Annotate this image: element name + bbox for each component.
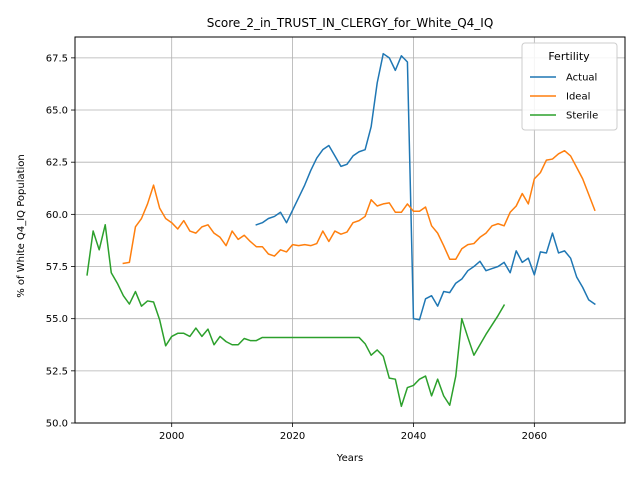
y-tick-label: 60.0 xyxy=(46,210,68,221)
plot-area xyxy=(74,36,626,424)
series-line-sterile xyxy=(86,224,506,408)
y-tick-label: 52.5 xyxy=(46,366,68,377)
legend-label-ideal: Ideal xyxy=(566,92,590,103)
legend-label-sterile: Sterile xyxy=(566,111,598,122)
y-tick-label: 62.5 xyxy=(46,158,68,169)
y-tick-label: 57.5 xyxy=(46,262,68,273)
y-tick-label: 50.0 xyxy=(46,419,68,430)
legend-title: Fertility xyxy=(548,50,590,63)
y-axis-title: % of White Q4_IQ Population xyxy=(16,154,27,298)
series-layer xyxy=(86,52,596,408)
legend: Fertility Actual Ideal Sterile xyxy=(521,42,618,131)
x-tick-label: 2040 xyxy=(401,431,426,442)
x-tick-label: 2000 xyxy=(159,431,184,442)
x-tick-label: 2020 xyxy=(280,431,305,442)
x-axis: 2000 2020 2040 2060 xyxy=(159,423,547,442)
legend-box xyxy=(521,42,618,131)
series-line-actual xyxy=(255,52,596,321)
x-axis-title: Years xyxy=(336,453,363,464)
y-axis: 50.0 52.5 55.0 57.5 60.0 62.5 65.0 67.5 xyxy=(46,53,75,430)
series-line-ideal xyxy=(122,149,596,265)
y-tick-label: 67.5 xyxy=(46,53,68,64)
legend-items: Actual Ideal Sterile xyxy=(530,73,598,122)
y-tick-label: 55.0 xyxy=(46,314,68,325)
x-tick-label: 2060 xyxy=(522,431,547,442)
chart-title: Score_2_in_TRUST_IN_CLERGY_for_White_Q4_… xyxy=(207,16,494,30)
legend-label-actual: Actual xyxy=(566,73,597,84)
y-tick-label: 65.0 xyxy=(46,106,68,117)
